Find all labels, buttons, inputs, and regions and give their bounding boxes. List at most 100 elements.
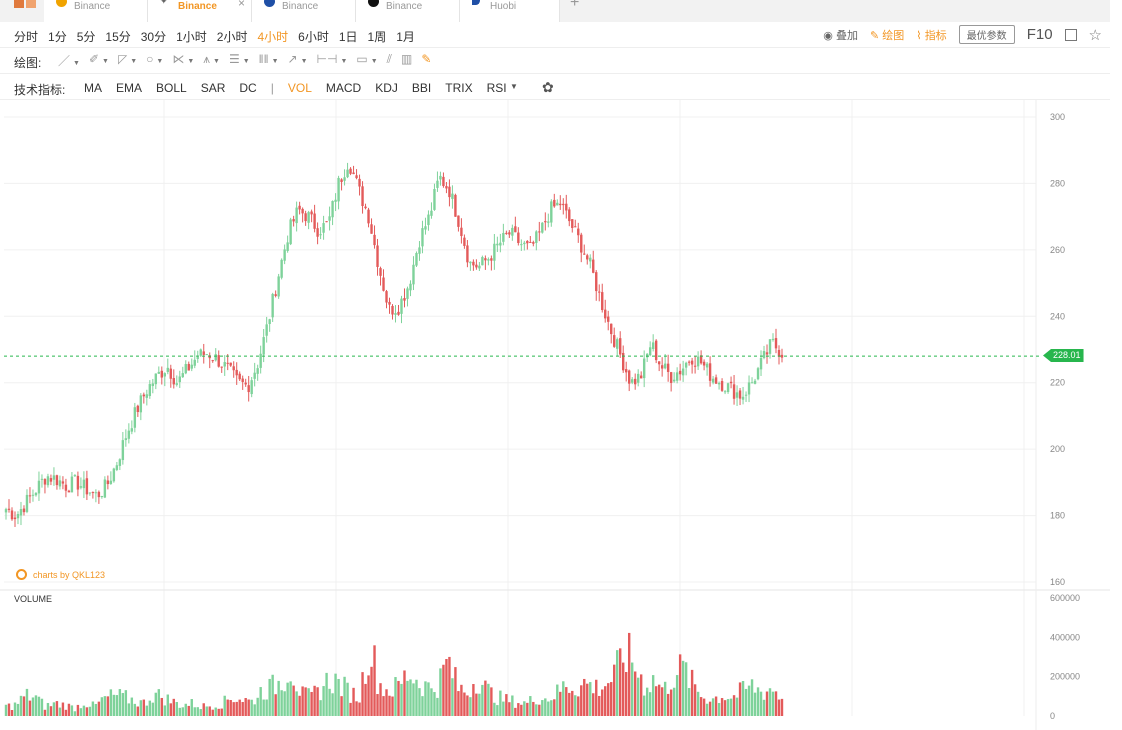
candle-body: [565, 203, 568, 211]
volume-bar: [289, 681, 292, 716]
candle-body: [744, 394, 748, 396]
volume-bar: [328, 688, 331, 716]
volume-bar: [394, 677, 397, 716]
shape-tool-icon[interactable]: ○ ▼: [146, 52, 164, 66]
interval-4[interactable]: 30分: [140, 30, 167, 44]
tab-huobi[interactable]: Huobi: [460, 0, 560, 22]
channel-tool-icon[interactable]: ◸ ▼: [117, 52, 138, 66]
volume-bar: [657, 684, 661, 716]
volume-bar: [103, 696, 107, 716]
indicator-dc[interactable]: DC: [239, 81, 257, 95]
volume-bar: [268, 678, 271, 716]
volume-bar: [666, 693, 670, 716]
volume-bar: [478, 693, 481, 716]
indicator-button[interactable]: ⌇ 指标: [916, 29, 947, 42]
volume-bar: [37, 696, 41, 716]
add-tab-icon[interactable]: +: [570, 0, 580, 11]
gann-tool-icon[interactable]: ‖‖ ▼: [258, 52, 279, 66]
volume-bar: [154, 692, 158, 716]
pen-tool-icon[interactable]: ✐ ▼: [88, 52, 109, 66]
chart-tool-icon[interactable]: ⫽: [386, 52, 393, 66]
indicator-rsi[interactable]: RSI: [486, 81, 507, 95]
interval-9[interactable]: 1日: [338, 30, 358, 44]
interval-8[interactable]: 6小时: [298, 30, 329, 44]
indicator-sar[interactable]: SAR: [200, 81, 226, 95]
app-logo-icon[interactable]: [14, 0, 36, 8]
price-tick-label: 260: [1050, 245, 1065, 255]
candle-body: [82, 479, 86, 489]
interval-0[interactable]: 分时: [14, 30, 39, 44]
price-tick-label: 300: [1050, 112, 1065, 122]
trash-icon[interactable]: ▥: [401, 52, 413, 66]
indicator-boll[interactable]: BOLL: [156, 81, 187, 95]
tab-binance-active[interactable]: ✦ Binance ×: [148, 0, 252, 22]
candle-body: [427, 214, 430, 226]
interval-11[interactable]: 1月: [396, 30, 415, 44]
interval-6[interactable]: 2小时: [216, 30, 248, 44]
candle-body: [205, 354, 208, 356]
f10-button[interactable]: F10: [1026, 26, 1053, 43]
candle-body: [496, 243, 499, 246]
indicator-ema[interactable]: EMA: [116, 81, 143, 95]
candle-body: [70, 476, 74, 493]
volume-bar: [223, 695, 226, 716]
indicator-kdj[interactable]: KDJ: [375, 81, 398, 95]
interval-5[interactable]: 1小时: [176, 30, 207, 44]
candle-body: [286, 242, 289, 251]
indicator-ma[interactable]: MA: [84, 81, 102, 95]
volume-bar: [532, 701, 535, 716]
candle-body: [37, 480, 41, 494]
volume-bar: [31, 697, 35, 716]
candle-body: [627, 370, 631, 384]
interval-3[interactable]: 15分: [105, 30, 131, 44]
line-tool-icon[interactable]: ／ ▼: [58, 54, 80, 68]
volume-bar: [669, 689, 673, 716]
candle-body: [586, 255, 589, 260]
levels-tool-icon[interactable]: ☰ ▼: [228, 52, 250, 66]
tab-binance-1[interactable]: Binance: [44, 0, 148, 22]
interval-7[interactable]: 4小时: [257, 30, 289, 44]
indicator-trix[interactable]: TRIX: [445, 81, 473, 95]
lock-drawing-icon[interactable]: ✎: [421, 52, 432, 66]
volume-bar: [13, 702, 17, 716]
note-tool-icon[interactable]: ▭ ▼: [356, 52, 378, 66]
tab-binance-3[interactable]: Binance: [356, 0, 460, 22]
candle-body: [148, 384, 152, 397]
volume-bar: [421, 696, 424, 716]
candle-body: [690, 360, 694, 365]
candle-body: [622, 352, 625, 371]
volume-bar: [493, 702, 496, 716]
tab-binance-2[interactable]: Binance: [252, 0, 356, 22]
volume-bar: [589, 682, 592, 716]
indicator-macd[interactable]: MACD: [325, 81, 362, 95]
optimal-params-button[interactable]: 最优参数: [958, 25, 1015, 44]
overlay-button[interactable]: ◉ 叠加: [823, 29, 858, 42]
candle-body: [553, 199, 556, 207]
volume-bar: [55, 701, 59, 716]
interval-1[interactable]: 1分: [48, 30, 67, 44]
volume-tick-label: 600000: [1050, 593, 1080, 603]
candle-body: [364, 206, 367, 209]
measure-tool-icon[interactable]: ⊢⊣ ▼: [316, 52, 348, 66]
close-icon[interactable]: ×: [237, 0, 245, 10]
volume-bar: [151, 702, 155, 716]
pin-icon: ✦: [160, 0, 168, 6]
gear-icon[interactable]: ✿: [542, 79, 554, 95]
interval-2[interactable]: 5分: [76, 30, 96, 44]
candle-body: [550, 201, 553, 223]
draw-button[interactable]: ✎ 绘图: [869, 29, 905, 42]
volume-bar: [88, 706, 92, 716]
fullscreen-icon[interactable]: [1064, 28, 1077, 41]
indicator-vol[interactable]: VOL: [287, 81, 312, 95]
indicator-bbi[interactable]: BBI: [411, 81, 432, 95]
arrow-tool-icon[interactable]: ↗ ▼: [287, 52, 308, 66]
candle-body: [259, 353, 262, 368]
more-indicators-icon[interactable]: ▼: [510, 82, 518, 91]
pattern-tool-icon[interactable]: ⩚ ▼: [203, 52, 220, 66]
candle-body: [325, 221, 328, 223]
star-icon[interactable]: ☆: [1088, 26, 1102, 44]
interval-10[interactable]: 1周: [367, 30, 387, 44]
candle-body: [642, 358, 646, 379]
fib-tool-icon[interactable]: ⋉ ▼: [172, 52, 195, 66]
